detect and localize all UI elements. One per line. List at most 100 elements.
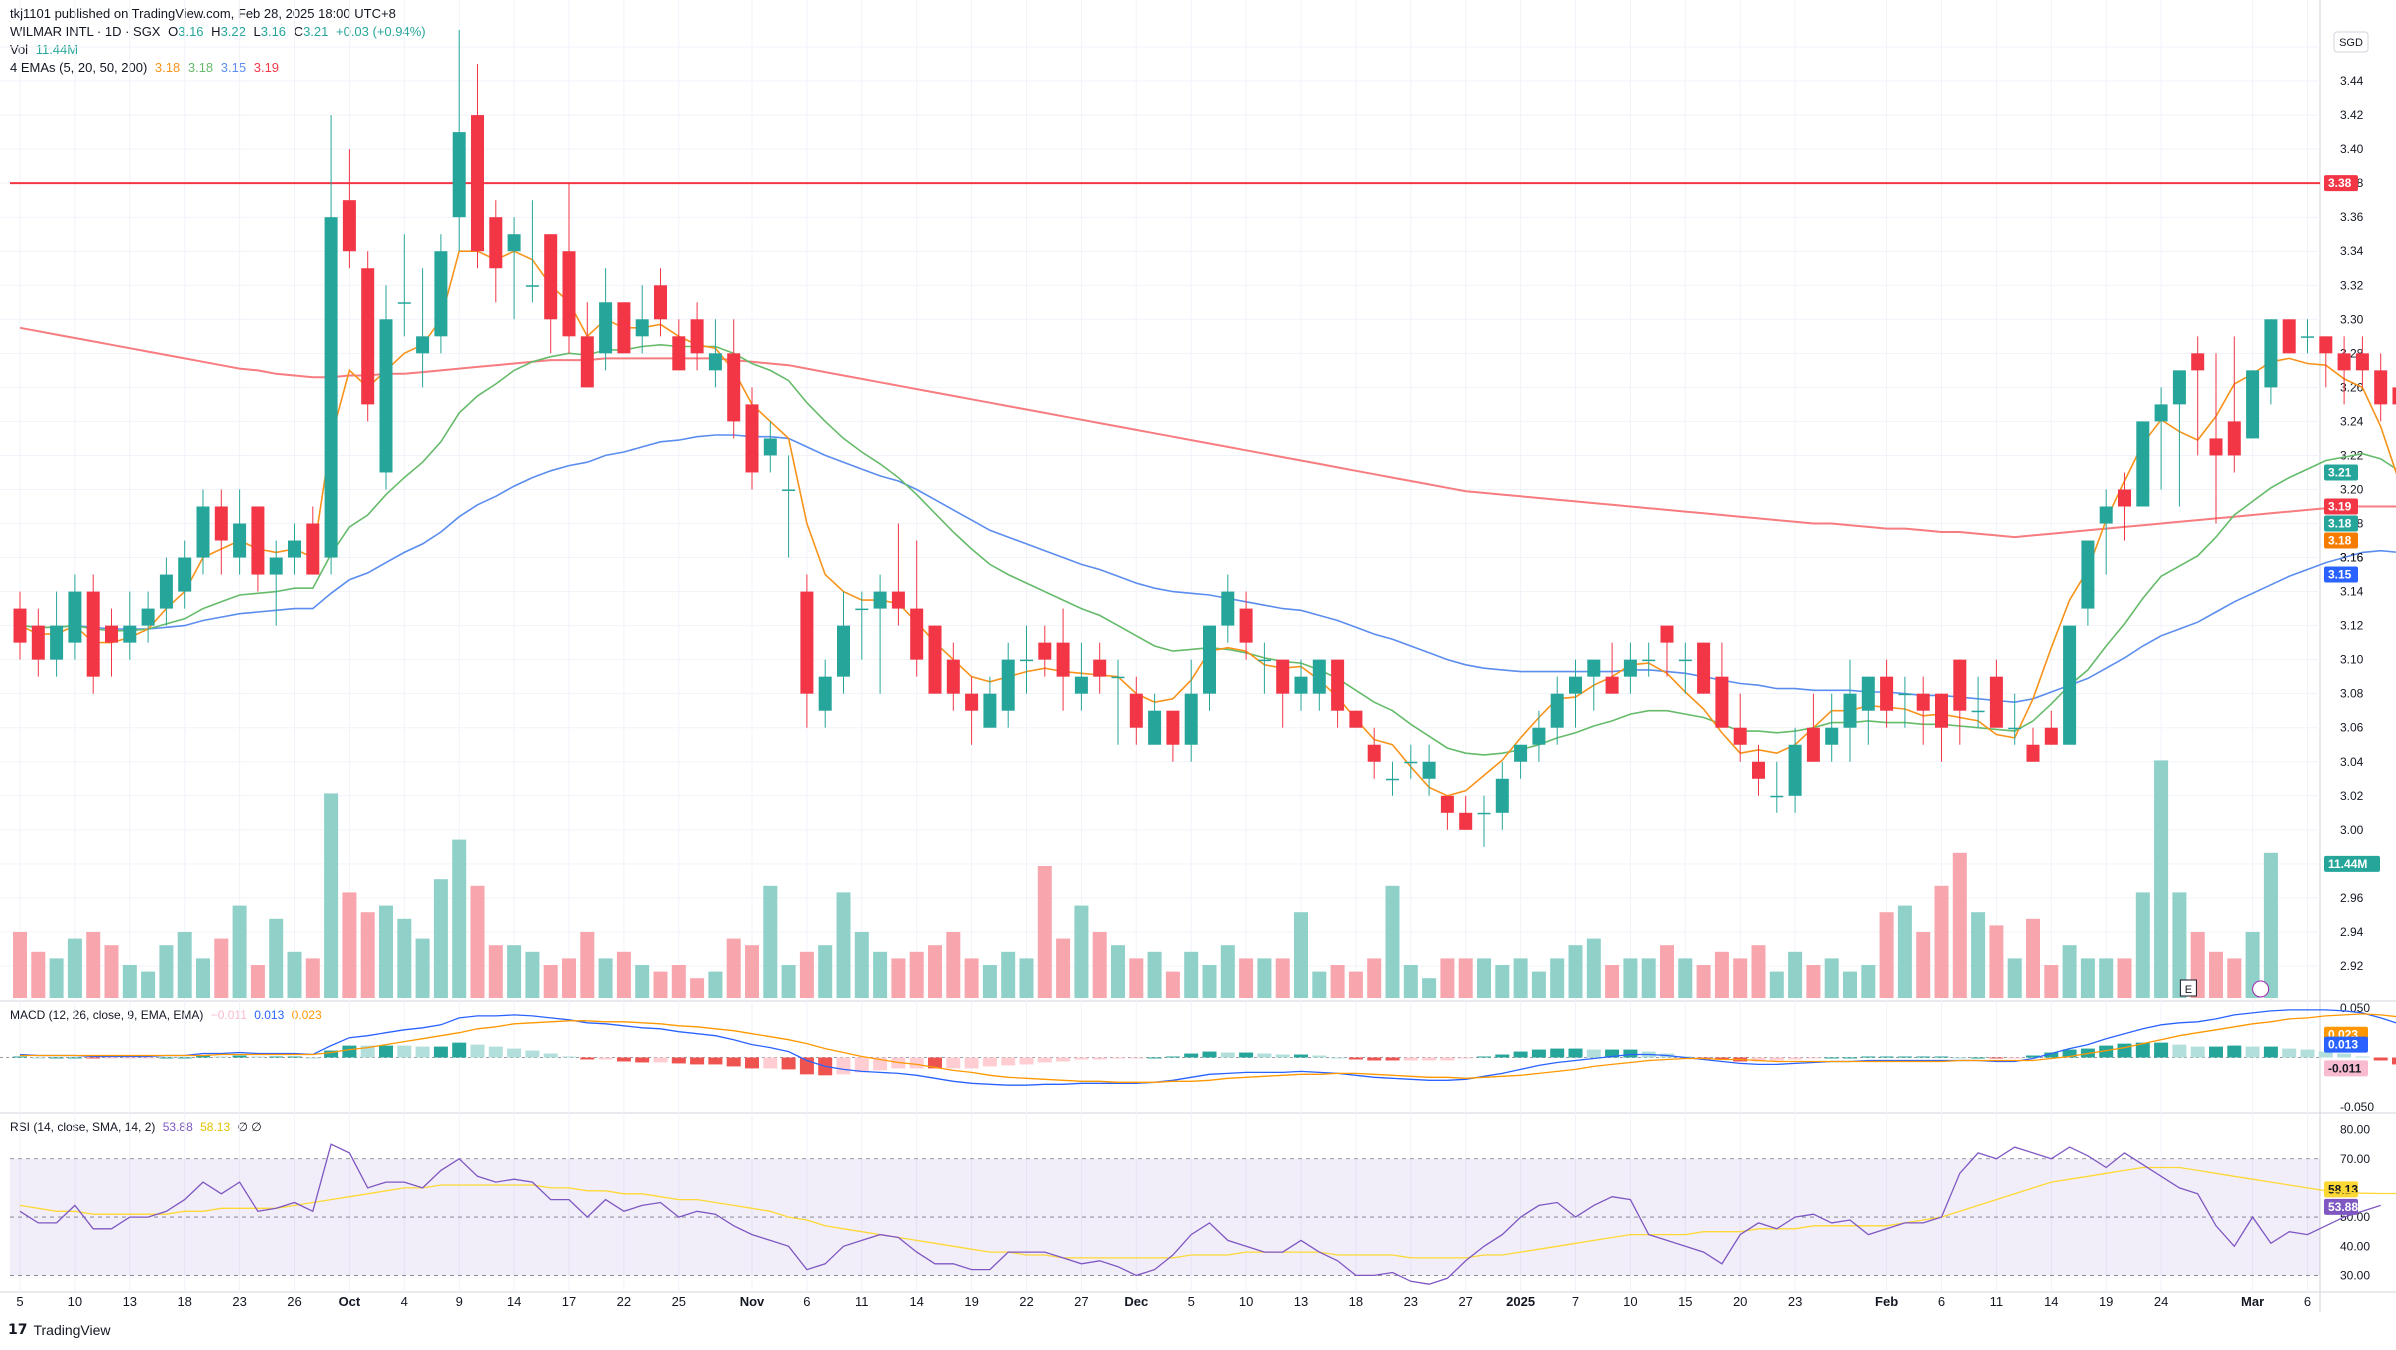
candle-body [1569,676,1582,694]
candle [1733,693,1747,762]
candle [1971,676,1985,728]
macd-histogram-bar [1568,1048,1583,1058]
macd-histogram-bar [726,1057,741,1067]
candle [1806,693,1820,762]
candle-body [269,557,283,575]
rsi-tick-label: 40.00 [2340,1239,2370,1253]
candle-body [800,591,814,694]
macd-histogram-bar [342,1045,357,1058]
price-label: 3.19 [2328,499,2352,513]
time-tick-label: 24 [2154,1294,2168,1309]
rsi-value-box [2324,1181,2358,1198]
time-tick-label: 18 [1349,1294,1363,1309]
time-tick-label: 22 [1019,1294,1033,1309]
volume-bar [1129,958,1144,998]
volume-bar [1879,912,1894,998]
candle-body [1587,659,1601,677]
candle [690,302,704,371]
candle-body [745,404,759,473]
candle [1843,659,1857,762]
candle [68,574,82,660]
time-tick-label: 26 [287,1294,301,1309]
price-tick-label: 3.14 [2340,585,2364,599]
ema-label[interactable]: 4 EMAs (5, 20, 50, 200) [10,60,148,75]
price-tick-label: 3.06 [2340,721,2364,735]
macd-tick-label: 0.050 [2340,1001,2370,1015]
candle [1477,795,1491,847]
macd-histogram-bar [2337,1053,2352,1058]
candle-body [1440,795,1454,813]
volume-bar [1641,958,1656,998]
candle [1861,676,1875,745]
volume-bar [415,938,430,998]
symbol-name[interactable]: WILMAR INTL · 1D · SGX [10,24,161,39]
candle [1020,625,1033,694]
time-tick-label: 5 [16,1294,23,1309]
volume-label[interactable]: Vol [10,42,29,57]
low-value: 3.16 [260,24,287,39]
volume-bar [781,965,796,998]
candle [1935,693,1948,762]
macd-histogram-bar [1092,1057,1107,1060]
macd-histogram-bar [1550,1048,1565,1058]
macd-histogram-bar [635,1057,650,1063]
price-label-box [2324,464,2358,481]
volume-bar [1385,885,1400,998]
candle [1880,659,1894,728]
macd-histogram-bar [2135,1042,2150,1058]
price-tick-label: 3.12 [2340,619,2364,633]
candle-body [1422,761,1436,779]
candle [1074,642,1088,711]
candle [2282,319,2296,354]
macd-histogram-bar [1348,1057,1363,1060]
candle [745,387,759,490]
candle [1898,676,1912,728]
macd-histogram-bar [250,1056,265,1058]
low-label: L [253,24,261,39]
macd-histogram-bar [2318,1051,2333,1058]
price-tick-label: 3.32 [2340,278,2364,292]
candle-body [1093,659,1107,677]
candle [105,608,118,677]
macd-histogram-bar [745,1057,759,1069]
volume-bar [854,932,869,998]
macd-histogram-bar [1751,1057,1766,1062]
candle [1239,591,1253,660]
candle [1294,659,1308,711]
candle [489,200,503,303]
candle [196,489,210,575]
macd-histogram-bar [324,1050,339,1058]
volume-bar [1074,905,1089,998]
volume-bar [1056,938,1071,998]
price-tick-label: 3.30 [2340,312,2364,326]
volume-bar [964,958,979,998]
candle [1916,676,1930,745]
macd-histogram-bar [470,1044,485,1058]
macd-histogram-bar [433,1046,448,1058]
candle-body [928,625,942,694]
volume-bar [525,951,540,998]
volume-bar [1147,951,1162,998]
macd-histogram-bar [2099,1045,2114,1058]
macd-histogram-bar [2209,1046,2223,1058]
volume-value: 11.44M [35,42,79,57]
candle [416,268,430,388]
rsi-value: 53.88 [162,1120,193,1134]
candle-body [507,234,521,252]
candle-body [50,625,64,660]
candle [617,302,631,354]
candle [2355,336,2369,388]
candle [910,540,924,677]
candle-body [1788,744,1802,796]
macd-histogram-bar [1897,1056,1912,1058]
macd-label[interactable]: MACD (12, 26, close, 9, EMA, EMA) [10,1008,204,1022]
candle [1953,659,1967,745]
rsi-label[interactable]: RSI (14, close, SMA, 14, 2) [10,1120,156,1134]
volume-bar [708,971,723,998]
candle-body [763,438,777,456]
price-tick-label: 3.04 [2340,755,2364,769]
candle [1697,642,1711,694]
volume-bar [141,971,156,998]
time-tick-label: 9 [456,1294,463,1309]
